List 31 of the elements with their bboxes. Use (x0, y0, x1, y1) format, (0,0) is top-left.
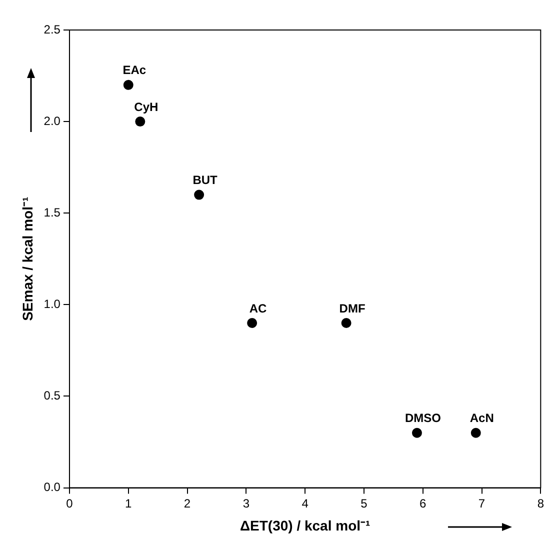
x-axis-title: ΔET(30) / kcal mol⁻¹ (240, 517, 371, 534)
x-tick-label: 4 (302, 496, 309, 510)
point (123, 80, 134, 90)
x-tick-label: 3 (242, 496, 250, 510)
point (135, 116, 146, 127)
x-tick-label: 5 (360, 496, 368, 510)
annotation: AcN (470, 411, 494, 426)
x-tick-label: 1 (125, 496, 132, 510)
y-tick-label: 2.0 (44, 114, 61, 128)
x-tick-label: 0 (66, 496, 74, 510)
x-tick-label: 8 (537, 496, 544, 510)
point (247, 318, 258, 328)
annotation: DMSO (404, 411, 441, 426)
y-tick-label: 1.0 (44, 296, 61, 311)
annotation: BUT (192, 173, 218, 188)
y-tick-label: 0.5 (44, 388, 61, 403)
y-tick-label: 1.5 (44, 205, 61, 220)
y-tick-label: 2.5 (44, 22, 61, 36)
point (194, 190, 204, 200)
annotation: CyH (134, 100, 158, 114)
x-tick-label: 7 (478, 496, 486, 510)
point (341, 318, 352, 328)
point (470, 428, 481, 438)
point (412, 428, 422, 438)
annotation: AC (249, 301, 268, 316)
x-tick-label: 2 (184, 496, 191, 510)
annotation: EAc (122, 63, 146, 78)
y-axis-title: SEmax / kcal mol⁻¹ (19, 196, 36, 321)
x-tick-label: 6 (420, 496, 427, 510)
annotation: DMF (339, 301, 366, 316)
y-tick-label: 0.0 (44, 480, 61, 494)
